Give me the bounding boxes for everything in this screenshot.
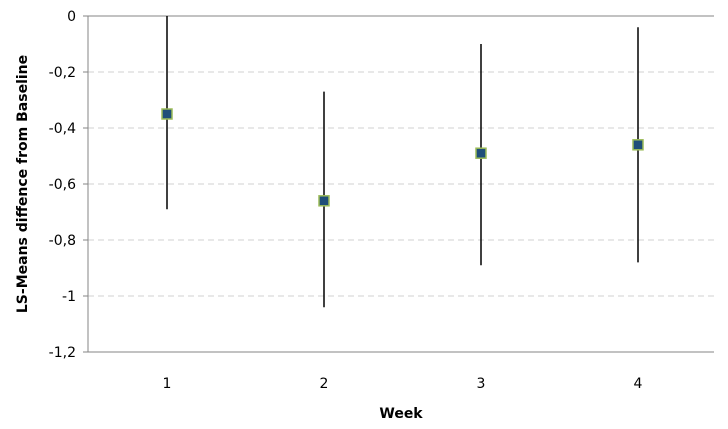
gridlines [83,15,714,353]
y-axis-title: LS-Means diffence from Baseline [15,55,31,313]
y-tick-label: -0,2 [49,65,76,81]
plot-frame [87,15,714,353]
x-tick-label: 4 [634,376,643,392]
y-tick-label: 0 [67,9,76,25]
y-tick-label: -1 [62,289,76,305]
x-tick-label: 3 [477,376,486,392]
y-tick-label: -0,8 [49,233,76,249]
y-tick-labels: 0 -0,2 -0,4 -0,6 -0,8 -1 -1,2 [49,9,76,361]
y-tick-label: -0,6 [49,177,76,193]
data-point-marker [475,147,487,159]
x-tick-labels: 1 2 3 4 [163,376,643,392]
y-tick-label: -0,4 [49,121,76,137]
x-axis-title: Week [379,406,423,422]
x-tick-label: 2 [320,376,329,392]
error-bars [166,16,639,308]
data-point-marker [161,108,173,120]
data-point-marker [318,195,330,207]
data-points [161,108,644,207]
data-point-marker [632,139,644,151]
y-tick-label: -1,2 [49,345,76,361]
x-tick-label: 1 [163,376,172,392]
